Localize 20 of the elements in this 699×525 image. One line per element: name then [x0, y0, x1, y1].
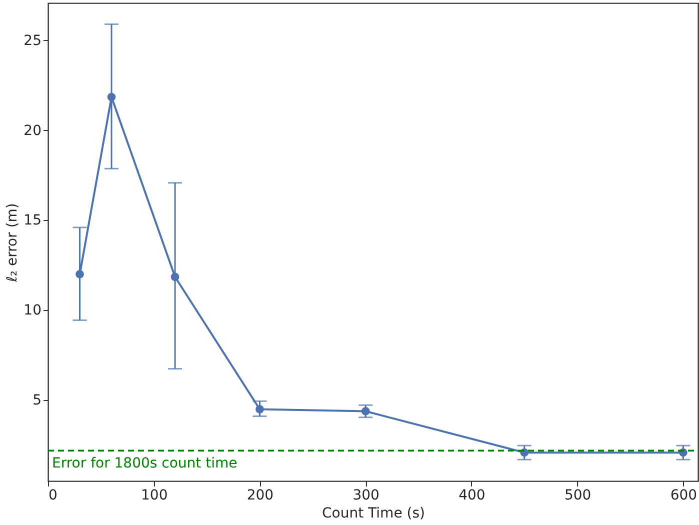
x-tick-label: 500: [564, 488, 592, 504]
point: [170, 272, 180, 282]
ref-line-label: Error for 1800s count time: [52, 456, 238, 472]
y-tick-label: 20: [24, 122, 42, 139]
point: [76, 270, 84, 278]
x-tick-label: 0: [48, 488, 58, 504]
point: [256, 405, 264, 414]
y-tick-label: 15: [24, 212, 42, 229]
x-tick-label: 400: [458, 488, 486, 504]
y-axis-title: ℓ₂ error (m): [4, 203, 21, 283]
point: [361, 407, 370, 416]
x-tick-label: 600: [670, 488, 698, 504]
y-tick-label: 5: [32, 392, 42, 409]
x-tick-label: 300: [352, 488, 380, 504]
x-axis-title: Count Time (s): [322, 506, 425, 522]
x-tick-label: 200: [246, 488, 274, 504]
point: [107, 92, 116, 102]
y-tick-label: 10: [24, 302, 42, 319]
x-tick-label: 100: [140, 488, 168, 504]
y-tick-label: 25: [24, 32, 42, 49]
